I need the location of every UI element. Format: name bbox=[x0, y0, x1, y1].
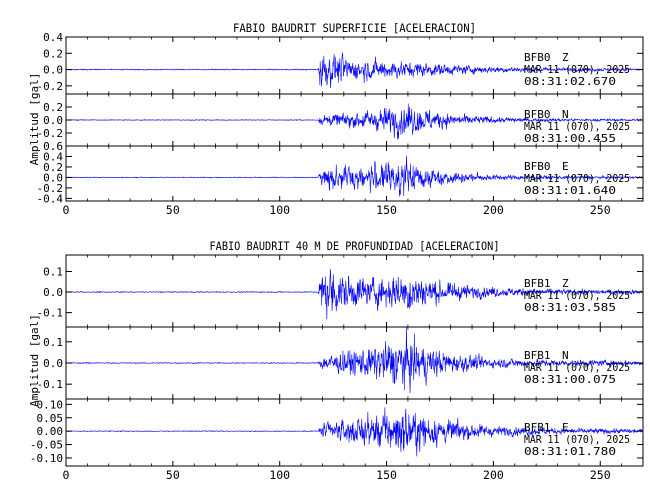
x-tick-label: 50 bbox=[166, 203, 180, 217]
component-code: Z bbox=[562, 277, 569, 290]
record-date: MAR 11 (070), 2025 bbox=[524, 120, 630, 133]
figure-1: FABIO BAUDRIT SUPERFICIE [ACELERACION] Am… bbox=[28, 21, 644, 217]
component-code: E bbox=[562, 160, 569, 173]
x-tick-label: 250 bbox=[590, 203, 611, 217]
y-axis-label: Amplitud [gal] bbox=[28, 73, 41, 166]
component-code: N bbox=[562, 108, 569, 121]
y-tick-label: 0.4 bbox=[43, 150, 63, 163]
y-tick-label: -0.2 bbox=[37, 127, 64, 140]
y-tick-label: -0.1 bbox=[37, 307, 64, 320]
x-tick-label: 100 bbox=[269, 468, 290, 482]
waveform-BFB1-E bbox=[66, 407, 643, 457]
y-tick-label: 0.1 bbox=[43, 336, 63, 349]
record-time: 08:31:03.585 bbox=[524, 301, 616, 314]
record-time: 08:31:02.670 bbox=[524, 75, 616, 88]
x-tick-label: 250 bbox=[590, 468, 611, 482]
station-code: BFB0 bbox=[524, 108, 551, 121]
component-code: Z bbox=[562, 51, 569, 64]
component-code: N bbox=[562, 349, 569, 362]
waveform-BFB1-N bbox=[66, 327, 643, 394]
x-tick-label: 150 bbox=[376, 468, 397, 482]
y-tick-label: 0.4 bbox=[43, 31, 63, 44]
y-tick-label: 0.0 bbox=[43, 286, 63, 299]
y-tick-label: -0.2 bbox=[37, 80, 64, 93]
x-tick-label: 200 bbox=[483, 468, 504, 482]
y-tick-label: 0.0 bbox=[43, 114, 63, 127]
y-axis-label: Amplitud [gal] bbox=[28, 314, 41, 407]
waveform-BFB1-Z bbox=[66, 269, 643, 320]
figure-title: FABIO BAUDRIT SUPERFICIE [ACELERACION] bbox=[233, 21, 476, 35]
y-tick-label: 0.00 bbox=[37, 425, 64, 438]
y-tick-label: -0.4 bbox=[37, 192, 64, 205]
y-tick-label: 0.1 bbox=[43, 265, 63, 278]
x-tick-label: 200 bbox=[483, 203, 504, 217]
record-time: 08:31:01.780 bbox=[524, 445, 616, 458]
station-code: BFB0 bbox=[524, 51, 551, 64]
y-tick-label: 0.6 bbox=[43, 140, 63, 153]
y-tick-label: -0.10 bbox=[30, 452, 63, 465]
y-tick-label: -0.05 bbox=[30, 439, 63, 452]
record-date: MAR 11 (070), 2025 bbox=[524, 289, 630, 302]
y-tick-label: -0.2 bbox=[37, 182, 64, 195]
waveform-BFB0-E bbox=[66, 155, 643, 197]
record-date: MAR 11 (070), 2025 bbox=[524, 63, 630, 76]
y-tick-label: 0.2 bbox=[43, 47, 63, 60]
x-tick-label: 0 bbox=[63, 203, 70, 217]
station-code: BFB1 bbox=[524, 277, 551, 290]
x-tick-label: 50 bbox=[166, 468, 180, 482]
record-time: 08:31:01.640 bbox=[524, 184, 616, 197]
station-code: BFB0 bbox=[524, 160, 551, 173]
record-time: 08:31:00.075 bbox=[524, 373, 616, 386]
waveform-BFB0-Z bbox=[66, 52, 643, 89]
figure-2: FABIO BAUDRIT 40 M DE PROFUNDIDAD [ACELE… bbox=[28, 239, 644, 482]
y-tick-label: -0.1 bbox=[37, 378, 64, 391]
station-code: BFB1 bbox=[524, 349, 551, 362]
waveform-BFB0-N bbox=[66, 103, 643, 140]
x-tick-label: 100 bbox=[269, 203, 290, 217]
record-date: MAR 11 (070), 2025 bbox=[524, 361, 630, 374]
x-tick-label: 150 bbox=[376, 203, 397, 217]
y-tick-label: 0.0 bbox=[43, 171, 63, 184]
panel-frame bbox=[65, 398, 644, 467]
record-time: 08:31:00.455 bbox=[524, 132, 616, 145]
y-tick-label: 0.2 bbox=[43, 161, 63, 174]
record-date: MAR 11 (070), 2025 bbox=[524, 433, 630, 446]
station-code: BFB1 bbox=[524, 421, 551, 434]
y-tick-label: 0.05 bbox=[37, 412, 64, 425]
y-tick-label: 0.0 bbox=[43, 357, 63, 370]
y-tick-label: 0.0 bbox=[43, 64, 63, 77]
component-code: E bbox=[562, 421, 569, 434]
y-tick-label: 0.10 bbox=[37, 398, 64, 411]
record-date: MAR 11 (070), 2025 bbox=[524, 172, 630, 185]
x-tick-label: 0 bbox=[63, 468, 70, 482]
panel-frame bbox=[65, 145, 644, 202]
figure-title: FABIO BAUDRIT 40 M DE PROFUNDIDAD [ACELE… bbox=[210, 239, 500, 253]
y-tick-label: 0.2 bbox=[43, 101, 63, 114]
